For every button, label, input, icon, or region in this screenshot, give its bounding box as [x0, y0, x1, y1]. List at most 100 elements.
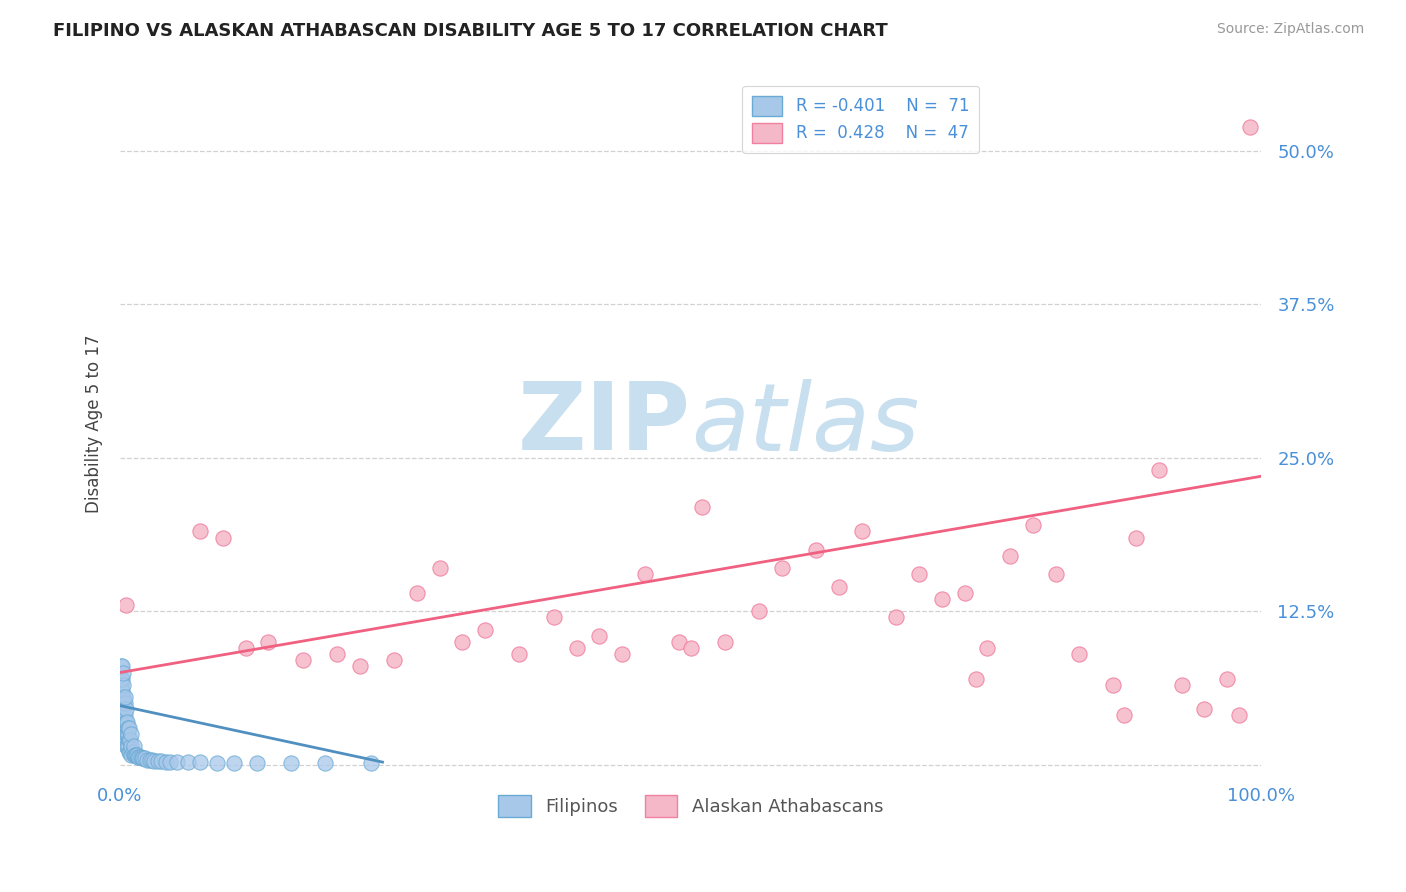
Point	[280, 756, 302, 771]
Point	[1114, 708, 1136, 723]
Point	[114, 702, 136, 716]
Text: ZIP: ZIP	[517, 378, 690, 470]
Point	[211, 531, 233, 545]
Point	[112, 678, 135, 692]
Point	[246, 756, 269, 771]
Point	[1227, 708, 1250, 723]
Point	[155, 755, 177, 769]
Point	[120, 739, 142, 753]
Point	[612, 647, 634, 661]
Point	[429, 561, 451, 575]
Point	[136, 753, 159, 767]
Point	[679, 640, 702, 655]
Point	[543, 610, 565, 624]
Point	[120, 745, 142, 759]
Point	[118, 745, 141, 759]
Point	[114, 598, 136, 612]
Point	[118, 733, 141, 747]
Point	[127, 750, 149, 764]
Point	[114, 696, 136, 710]
Text: FILIPINO VS ALASKAN ATHABASCAN DISABILITY AGE 5 TO 17 CORRELATION CHART: FILIPINO VS ALASKAN ATHABASCAN DISABILIT…	[53, 22, 889, 40]
Point	[770, 561, 793, 575]
Point	[110, 708, 132, 723]
Point	[382, 653, 405, 667]
Point	[110, 659, 132, 673]
Point	[205, 756, 228, 771]
Point	[349, 659, 371, 673]
Point	[138, 753, 160, 767]
Point	[111, 708, 134, 723]
Point	[132, 751, 155, 765]
Point	[143, 754, 166, 768]
Point	[166, 755, 188, 769]
Point	[134, 751, 156, 765]
Point	[1147, 463, 1170, 477]
Point	[111, 696, 134, 710]
Point	[188, 755, 211, 769]
Point	[128, 750, 150, 764]
Point	[291, 653, 314, 667]
Point	[120, 733, 142, 747]
Point	[159, 755, 181, 769]
Point	[110, 690, 132, 704]
Point	[1216, 672, 1239, 686]
Point	[565, 640, 588, 655]
Point	[690, 500, 713, 514]
Point	[1000, 549, 1022, 563]
Point	[110, 672, 132, 686]
Point	[360, 756, 382, 771]
Point	[508, 647, 530, 661]
Point	[405, 586, 427, 600]
Point	[122, 739, 145, 753]
Point	[474, 623, 496, 637]
Point	[588, 629, 610, 643]
Point	[112, 727, 135, 741]
Point	[1067, 647, 1090, 661]
Point	[851, 524, 873, 539]
Point	[110, 678, 132, 692]
Point	[111, 672, 134, 686]
Point	[111, 659, 134, 673]
Point	[1170, 678, 1192, 692]
Point	[257, 635, 280, 649]
Point	[120, 747, 142, 762]
Point	[326, 647, 349, 661]
Point	[451, 635, 474, 649]
Point	[714, 635, 737, 649]
Point	[1022, 518, 1045, 533]
Point	[1194, 702, 1216, 716]
Legend: Filipinos, Alaskan Athabascans: Filipinos, Alaskan Athabascans	[491, 788, 890, 824]
Point	[150, 754, 173, 768]
Point	[828, 580, 851, 594]
Point	[112, 714, 135, 729]
Point	[114, 739, 136, 753]
Point	[117, 739, 139, 753]
Point	[117, 727, 139, 741]
Point	[235, 640, 257, 655]
Point	[884, 610, 907, 624]
Point	[127, 747, 149, 762]
Point	[976, 640, 998, 655]
Point	[114, 690, 136, 704]
Point	[117, 721, 139, 735]
Point	[125, 747, 148, 762]
Point	[129, 750, 152, 764]
Point	[141, 753, 163, 767]
Point	[748, 604, 770, 618]
Text: atlas: atlas	[690, 378, 920, 469]
Point	[120, 727, 142, 741]
Point	[1125, 531, 1147, 545]
Point	[131, 751, 153, 765]
Point	[111, 684, 134, 698]
Point	[114, 714, 136, 729]
Point	[634, 567, 657, 582]
Point	[908, 567, 931, 582]
Point	[114, 708, 136, 723]
Point	[114, 727, 136, 741]
Point	[668, 635, 690, 649]
Point	[112, 696, 135, 710]
Point	[124, 747, 146, 762]
Point	[188, 524, 211, 539]
Point	[1045, 567, 1067, 582]
Point	[114, 721, 136, 735]
